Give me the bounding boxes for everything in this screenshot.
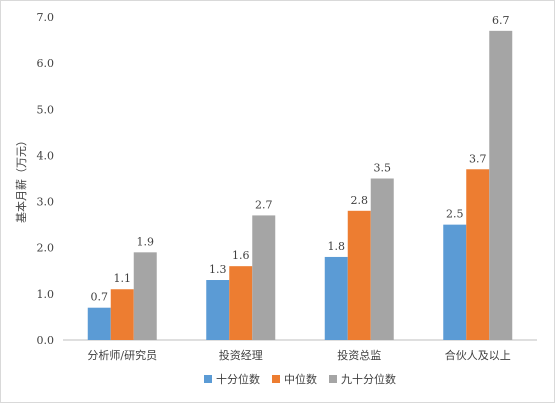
category-label: 合伙人及以上 bbox=[445, 348, 511, 362]
y-tick-label: 3.0 bbox=[37, 196, 55, 209]
data-label: 1.6 bbox=[232, 249, 250, 262]
y-tick-label: 5.0 bbox=[37, 103, 55, 116]
y-tick-label: 1.0 bbox=[37, 288, 55, 301]
legend-label: 中位数 bbox=[284, 372, 317, 386]
y-tick-label: 6.0 bbox=[37, 57, 55, 70]
data-label: 1.1 bbox=[114, 272, 132, 285]
bar bbox=[229, 266, 253, 340]
category-labels: 分析师/研究员 投资经理 投资总监 合伙人及以上 bbox=[87, 348, 510, 362]
bars bbox=[87, 30, 513, 340]
y-tick-label: 4.0 bbox=[37, 149, 55, 162]
legend-swatch bbox=[329, 375, 337, 383]
bar bbox=[443, 224, 467, 340]
category-label: 投资总监 bbox=[337, 348, 381, 362]
bar bbox=[133, 252, 157, 340]
y-axis-title: 基本月薪（万元） bbox=[14, 135, 28, 223]
category-label: 投资经理 bbox=[219, 348, 263, 362]
data-label: 1.3 bbox=[209, 263, 227, 276]
bar bbox=[466, 169, 490, 340]
legend: 十分位数 中位数 九十分位数 bbox=[204, 372, 396, 386]
bar bbox=[347, 210, 371, 340]
legend-swatch bbox=[272, 375, 280, 383]
y-tick-label: 7.0 bbox=[37, 11, 55, 24]
legend-swatch bbox=[204, 375, 212, 383]
y-tick-label: 2.0 bbox=[37, 242, 55, 255]
category-label: 分析师/研究员 bbox=[87, 348, 157, 362]
data-label: 0.7 bbox=[91, 291, 109, 304]
data-label: 3.5 bbox=[374, 162, 392, 175]
data-label: 2.7 bbox=[255, 198, 273, 211]
bar bbox=[489, 30, 513, 340]
bar bbox=[324, 256, 348, 340]
bar bbox=[110, 289, 134, 340]
data-label: 2.8 bbox=[351, 194, 369, 207]
bar bbox=[370, 178, 394, 340]
data-label: 1.8 bbox=[328, 240, 346, 253]
bar bbox=[206, 280, 230, 340]
data-label: 6.7 bbox=[492, 14, 510, 27]
data-label: 1.9 bbox=[137, 235, 155, 248]
y-tick-label: 0.0 bbox=[37, 334, 55, 347]
bar bbox=[252, 215, 276, 340]
legend-label: 十分位数 bbox=[216, 372, 260, 386]
legend-label: 九十分位数 bbox=[341, 372, 396, 386]
bar bbox=[87, 307, 111, 340]
y-axis-ticks: 0.0 1.0 2.0 3.0 4.0 5.0 6.0 7.0 bbox=[37, 11, 55, 347]
data-label: 2.5 bbox=[446, 208, 464, 221]
data-label: 3.7 bbox=[469, 152, 487, 165]
data-labels: 0.7 1.3 1.8 2.5 1.1 1.6 2.8 3.7 1.9 2.7 3.5 6.7 bbox=[91, 14, 510, 304]
